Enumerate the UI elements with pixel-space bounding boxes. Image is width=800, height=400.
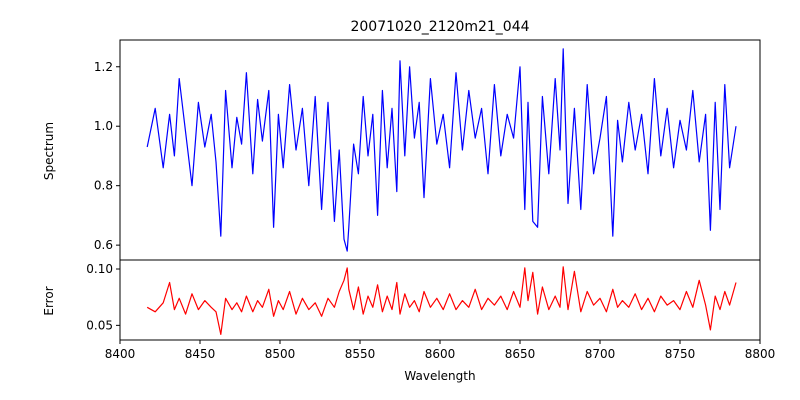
error-series-line (146, 266, 737, 335)
error-y-axis-label: Error (42, 286, 56, 315)
spectrum-y-ticks: 0.6 0.8 1.0 1.2 (94, 60, 120, 252)
x-tick-label: 8500 (265, 347, 296, 361)
x-tick-label: 8600 (425, 347, 456, 361)
error-y-ticks: 0.05 0.10 (86, 262, 120, 332)
error-y-tick-label: 0.10 (86, 262, 113, 276)
x-tick-label: 8650 (505, 347, 536, 361)
x-axis-label: Wavelength (404, 369, 475, 383)
x-tick-label: 8800 (745, 347, 776, 361)
error-series-group (146, 266, 737, 335)
x-tick-label: 8550 (345, 347, 376, 361)
error-y-tick-label: 0.05 (86, 318, 113, 332)
spectrum-series-group (146, 48, 737, 252)
x-tick-label: 8750 (665, 347, 696, 361)
error-panel: Error 0.050.10 8400 8450 8500 8550 8600 8650 8… (42, 259, 776, 383)
x-tick-label: 8700 (585, 347, 616, 361)
x-tick-label: 8450 (185, 347, 216, 361)
error-plot-frame (119, 259, 761, 341)
spectrum-y-tick-label: 0.8 (94, 179, 113, 193)
chart-title: 20071020_2120m21_044 (350, 19, 529, 35)
spectrum-y-tick-label: 1.0 (94, 119, 113, 133)
spectrum-y-axis-label: Spectrum (42, 122, 56, 180)
x-tick-label: 8400 (105, 347, 136, 361)
spectrum-y-tick-label: 1.2 (94, 60, 113, 74)
error-x-ticks: 8400 8450 8500 8550 8600 8650 8700 8750 8800 (105, 340, 776, 361)
spectrum-y-tick-label: 0.6 (94, 238, 113, 252)
spectrum-series-line (146, 48, 737, 252)
